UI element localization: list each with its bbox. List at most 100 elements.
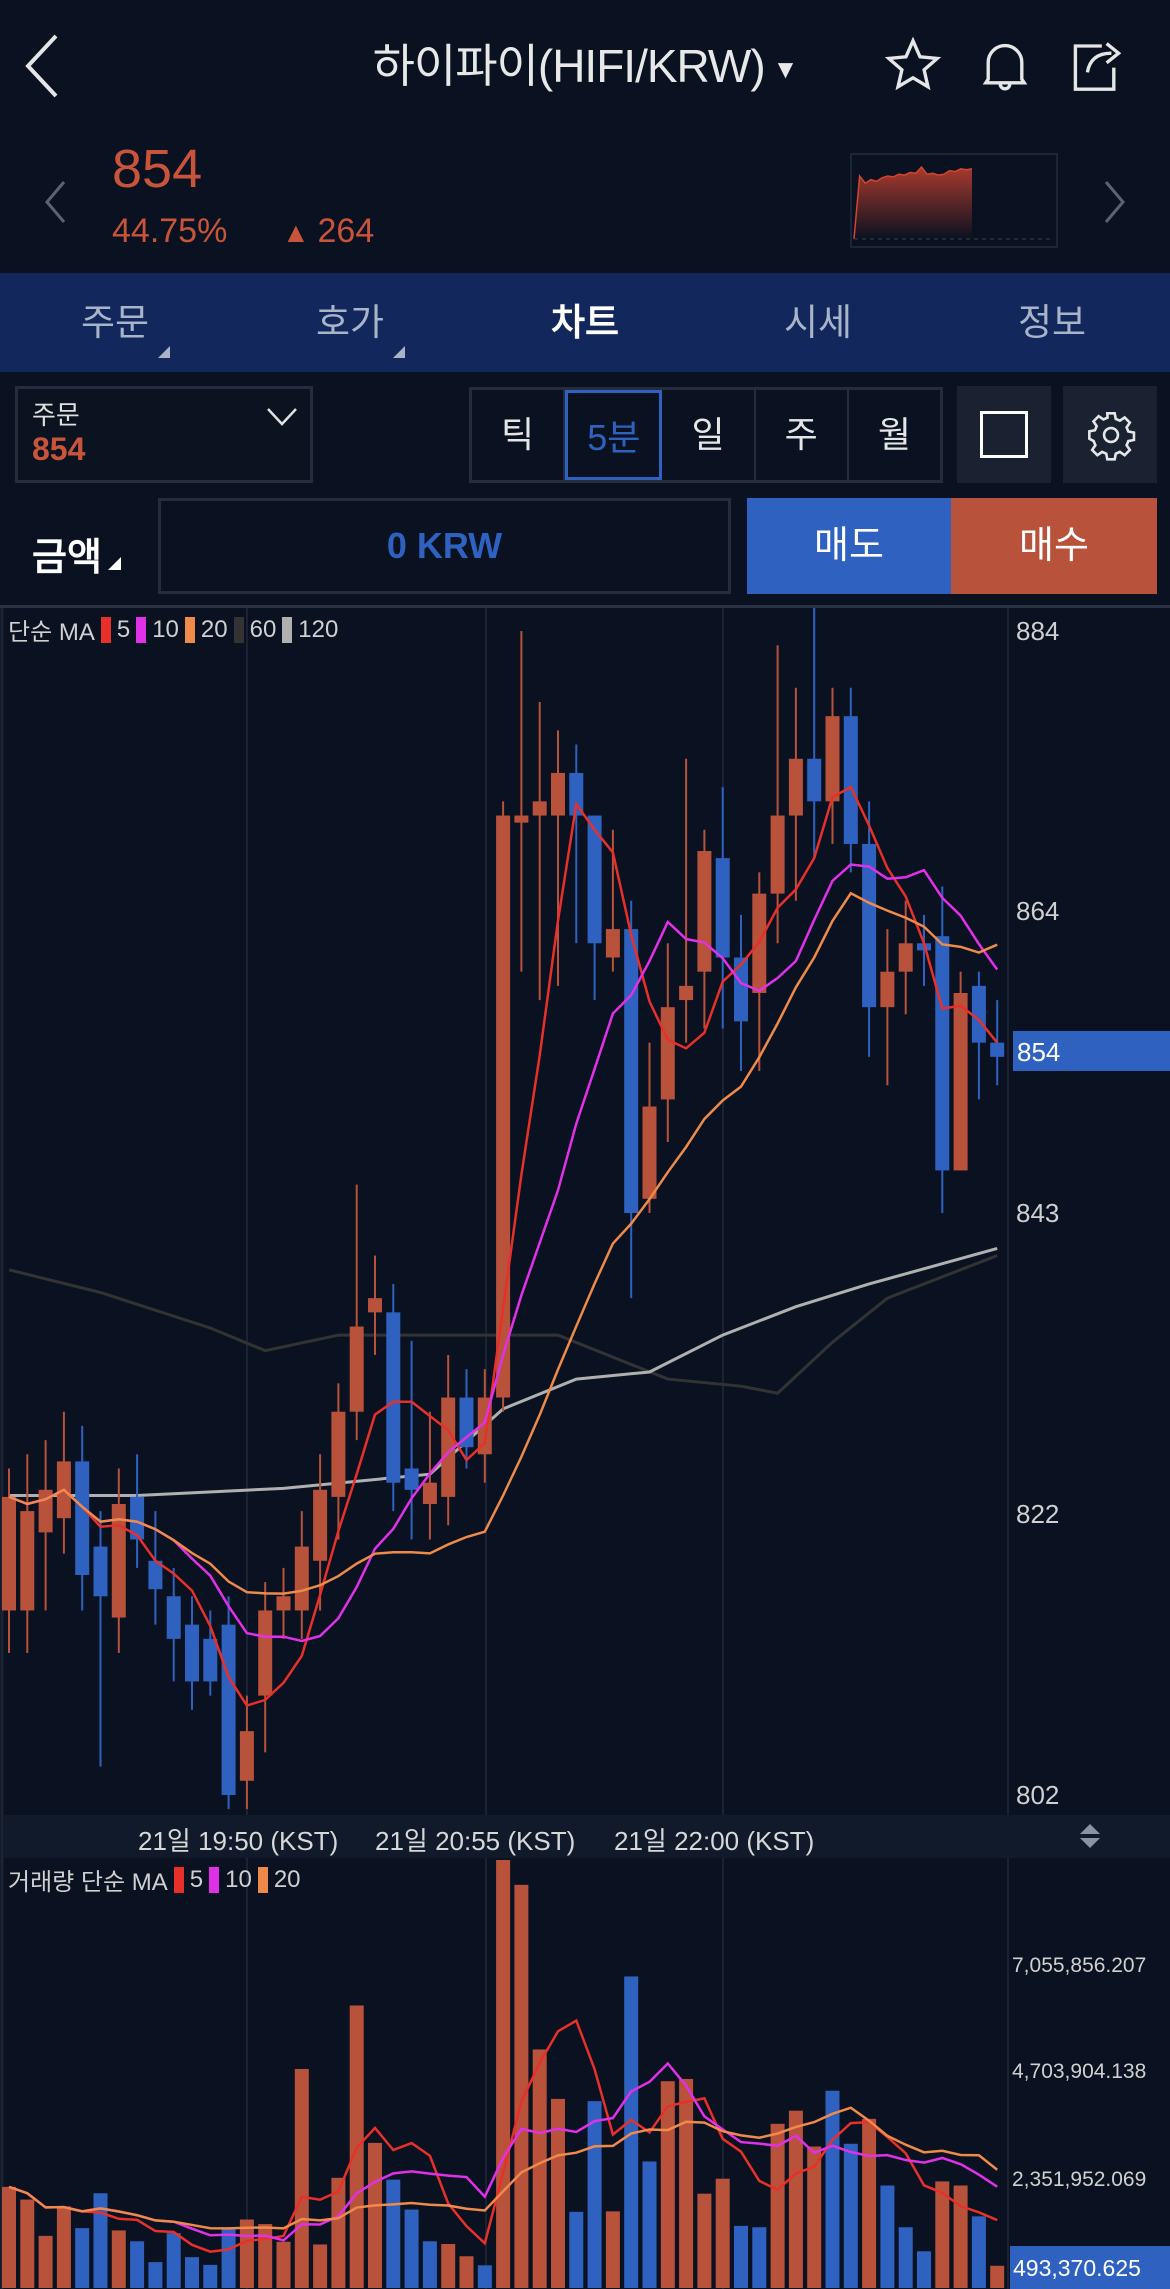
candle [532, 801, 547, 816]
back-icon[interactable] [22, 34, 62, 98]
candle [862, 843, 877, 1008]
volume-bar [971, 2216, 986, 2288]
resize-handle-icon[interactable] [1078, 1822, 1102, 1855]
volume-bar [38, 2235, 53, 2288]
time-label: 21일 19:50 (KST) [138, 1826, 339, 1856]
interval-week[interactable]: 주 [756, 390, 849, 480]
candle [880, 971, 895, 1008]
candle [294, 1546, 309, 1611]
volume-bar [605, 2211, 620, 2288]
interval-day[interactable]: 일 [662, 390, 756, 480]
ma10-swatch [209, 1866, 220, 1893]
legend-prefix: 거래량 단순 MA [8, 1869, 168, 1896]
time-label: 21일 22:00 (KST) [614, 1826, 815, 1856]
market-title-text: 하이파이(HIFI/KRW) [372, 40, 766, 92]
next-coin-icon[interactable] [1104, 180, 1126, 224]
candle [825, 716, 840, 802]
square-icon [980, 411, 1028, 458]
settings-button[interactable] [1063, 386, 1157, 483]
amount-input[interactable]: 0 KRW [158, 498, 731, 594]
volume-bar [770, 2123, 785, 2288]
share-icon[interactable] [1068, 34, 1126, 94]
tab-market-price[interactable]: 시세 [783, 302, 853, 343]
order-price-select[interactable]: 주문 854 [15, 386, 313, 483]
order-select-value: 854 [32, 431, 86, 467]
price-tick: 864 [1016, 896, 1060, 926]
fullscreen-button[interactable] [957, 386, 1051, 483]
volume-bar [368, 2142, 382, 2288]
buy-button[interactable]: 매수 [951, 498, 1157, 594]
previous-coin-icon[interactable] [44, 180, 66, 224]
price-ma-legend: 단순 MA 5 10 20 60 120 [8, 612, 338, 647]
interval-5min[interactable]: 5분 [565, 390, 663, 480]
tab-bar: 주문 호가 차트 시세 정보 [0, 273, 1170, 372]
volume-bar [898, 2227, 913, 2288]
volume-bar [734, 2225, 748, 2288]
candle [148, 1560, 163, 1590]
volume-bar [386, 2179, 401, 2288]
candle [386, 1312, 401, 1483]
volume-bar [551, 2098, 565, 2288]
candle [624, 929, 639, 1213]
tab-orderbook[interactable]: 호가 [250, 273, 450, 372]
volume-bar [660, 2081, 675, 2288]
candle [185, 1624, 199, 1682]
tab-info[interactable]: 정보 [1017, 302, 1087, 343]
volume-bar [258, 2224, 273, 2288]
ma120-line [9, 1247, 998, 1497]
volume-bar [752, 2227, 767, 2288]
ma60-line [8, 1254, 998, 1395]
volume-bar [569, 2211, 584, 2288]
sell-button[interactable]: 매도 [747, 498, 951, 594]
sparkline-area [854, 167, 972, 239]
volume-bar [422, 2241, 437, 2288]
candlestick-chart[interactable] [0, 608, 1170, 2289]
time-axis[interactable]: 21일 19:50 (KST) 21일 20:55 (KST) 21일 22:0… [4, 1815, 1170, 1858]
chart-top-divider [0, 605, 1170, 608]
corner-triangle-icon [107, 557, 121, 570]
volume-tick: 2,351,952.069 [1012, 2168, 1147, 2191]
ma5-line [8, 785, 999, 1708]
candle [313, 1489, 328, 1561]
candle [642, 1106, 657, 1199]
interval-tick[interactable]: 틱 [472, 390, 566, 480]
volume-bar [239, 2219, 254, 2288]
candle [605, 929, 620, 958]
candle [660, 1007, 675, 1100]
candle [331, 1411, 346, 1497]
mini-price-chart [850, 153, 1058, 248]
star-icon[interactable] [884, 36, 942, 94]
candle [75, 1461, 90, 1575]
candle [990, 1042, 1005, 1057]
volume-ma20-line [8, 2106, 998, 2230]
candle [788, 758, 803, 816]
up-triangle-icon: ▲ [282, 217, 318, 248]
ma10-swatch [136, 616, 147, 643]
volume-bar [532, 2049, 547, 2288]
candle [697, 851, 712, 972]
candle [496, 815, 511, 1398]
candle [166, 1596, 181, 1639]
volume-bar [276, 2241, 291, 2288]
candle [276, 1596, 291, 1611]
ma20-swatch [257, 1866, 268, 1893]
candle [441, 1397, 456, 1497]
bell-icon[interactable] [976, 36, 1034, 96]
tab-chart[interactable]: 차트 [550, 302, 620, 343]
volume-bar [679, 2078, 694, 2288]
volume-bar [825, 2090, 840, 2288]
candle [20, 1511, 35, 1611]
amount-type-toggle[interactable]: 금액 [32, 526, 121, 581]
volume-bar [807, 2146, 822, 2288]
candle [93, 1546, 108, 1597]
volume-bar [441, 2244, 456, 2288]
volume-bar [715, 2178, 730, 2288]
volume-bar [697, 2193, 712, 2288]
candle [587, 815, 602, 944]
tab-order[interactable]: 주문 [15, 273, 215, 372]
price-tick: 843 [1016, 1198, 1060, 1228]
volume-bar [514, 1884, 529, 2288]
interval-month[interactable]: 월 [877, 414, 911, 455]
volume-bar [56, 2206, 71, 2288]
market-title[interactable]: 하이파이(HIFI/KRW) ▼ [0, 30, 1170, 96]
